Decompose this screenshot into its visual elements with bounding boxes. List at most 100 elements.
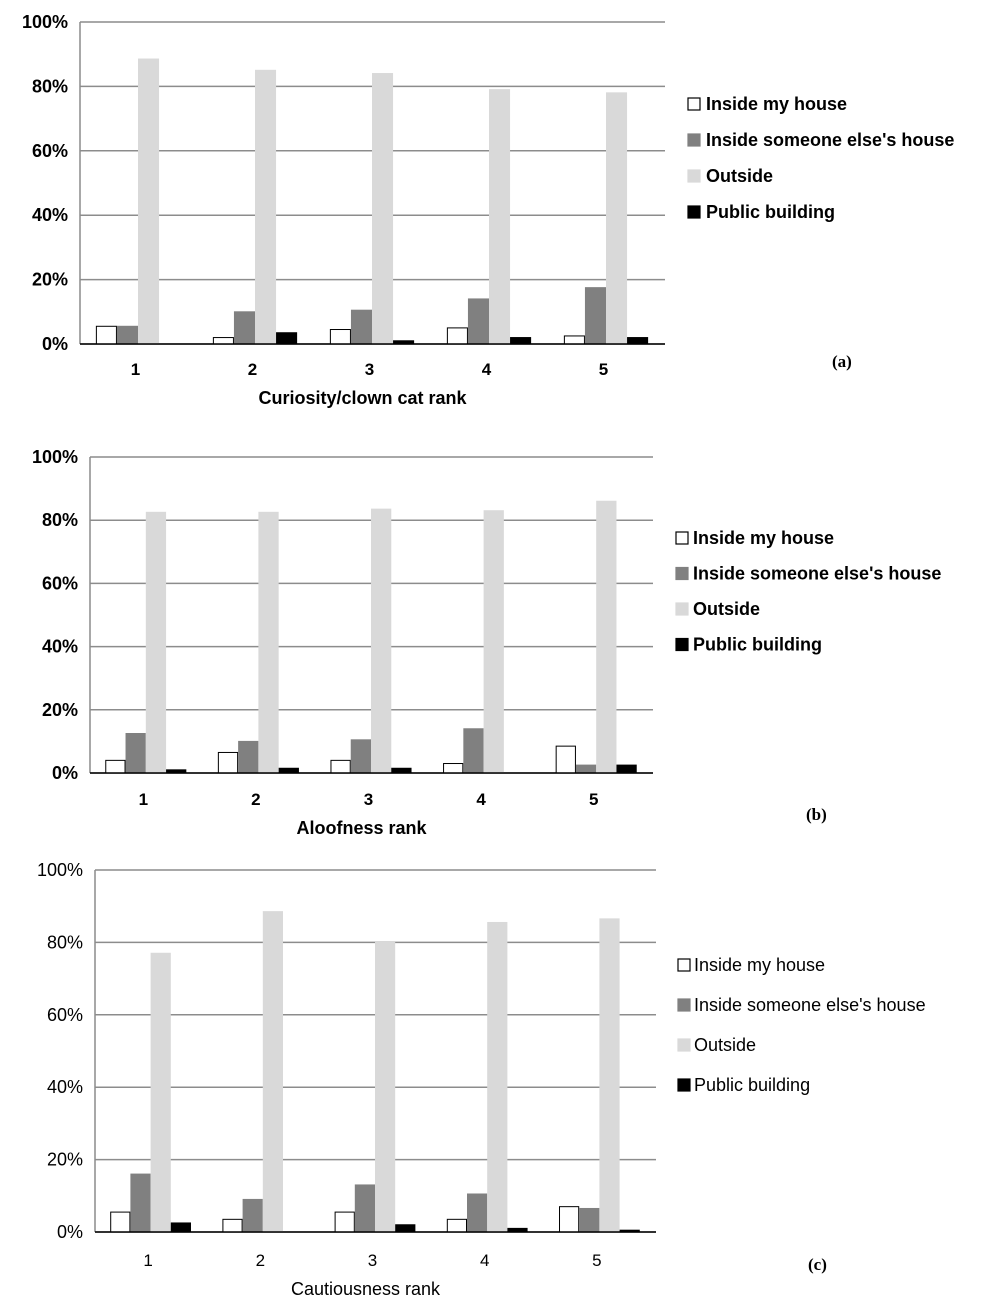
bar-inside-someone-else-s-house-rank-1 [130, 1173, 151, 1233]
y-tick-label: 60% [32, 141, 68, 161]
x-tick-label: 5 [589, 790, 598, 809]
bar-inside-someone-else-s-house-rank-3 [350, 309, 373, 345]
legend-label: Outside [706, 166, 773, 186]
x-tick-label: 3 [365, 360, 374, 379]
x-tick-label: 1 [139, 790, 148, 809]
x-axis-title: Aloofness rank [296, 818, 427, 838]
bar-outside-rank-5 [596, 500, 617, 774]
bar-inside-my-house-rank-3 [334, 1211, 355, 1233]
legend-label: Inside my house [693, 528, 834, 548]
bar-outside-rank-4 [489, 89, 511, 345]
x-tick-label: 5 [592, 1251, 601, 1270]
y-tick-label: 20% [47, 1150, 83, 1170]
x-tick-label: 4 [476, 790, 486, 809]
bar-outside-rank-1 [138, 58, 160, 345]
x-tick-label: 5 [599, 360, 608, 379]
bar-inside-someone-else-s-house-rank-5 [584, 287, 607, 345]
y-tick-label: 60% [47, 1005, 83, 1025]
bar-public-building-rank-4 [510, 337, 532, 345]
legend-label: Inside someone else's house [693, 564, 941, 584]
bar-inside-someone-else-s-house-rank-5 [579, 1207, 600, 1233]
x-tick-label: 2 [256, 1251, 265, 1270]
x-tick-label: 1 [131, 360, 140, 379]
x-tick-label: 4 [482, 360, 492, 379]
chart-panel-a: 0% 20% 40% 60% 80% 100% 1 2 3 4 5 Curiosity/clown c… [22, 12, 954, 408]
bar-inside-someone-else-s-house-rank-2 [242, 1198, 263, 1233]
y-tick-label: 0% [57, 1222, 83, 1242]
bar-inside-my-house-rank-1 [110, 1211, 131, 1233]
y-tick-label: 40% [47, 1077, 83, 1097]
chart-panel-c: 0% 20% 40% 60% 80% 100% 1 2 3 4 5 Cautiousness rank… [37, 860, 926, 1299]
bar-inside-my-house-rank-1 [95, 325, 117, 345]
bar-inside-my-house-rank-4 [446, 327, 468, 345]
bar-inside-someone-else-s-house-rank-5 [575, 764, 597, 774]
bar-outside-rank-5 [606, 92, 628, 345]
bar-outside-rank-3 [375, 941, 396, 1233]
legend-swatch [677, 998, 691, 1012]
bar-inside-my-house-rank-4 [446, 1218, 468, 1233]
y-tick-label: 80% [32, 76, 68, 96]
x-axis-title: Curiosity/clown cat rank [258, 388, 467, 408]
legend-label: Public building [694, 1075, 810, 1095]
legend-swatch [677, 1078, 691, 1092]
y-tick-label: 0% [42, 334, 68, 354]
legend-label: Inside my house [694, 955, 825, 975]
y-tick-label: 100% [22, 12, 68, 32]
bar-inside-someone-else-s-house-rank-1 [125, 733, 146, 774]
bar-inside-my-house-rank-2 [222, 1218, 243, 1233]
bar-outside-rank-3 [372, 73, 394, 345]
x-tick-label: 4 [480, 1251, 489, 1270]
legend-swatch [687, 205, 701, 219]
legend-swatch [675, 531, 689, 545]
y-tick-label: 100% [37, 860, 83, 880]
bar-inside-my-house-rank-5 [563, 335, 585, 345]
bar-outside-rank-3 [371, 508, 392, 774]
bar-inside-someone-else-s-house-rank-1 [116, 325, 139, 345]
legend-label: Outside [693, 599, 760, 619]
y-tick-label: 80% [42, 510, 78, 530]
bar-inside-my-house-rank-5 [555, 745, 576, 774]
bar-outside-rank-2 [255, 69, 277, 345]
panel-label: (b) [806, 805, 827, 824]
bar-inside-my-house-rank-1 [105, 759, 126, 774]
bar-public-building-rank-5 [616, 764, 637, 774]
legend-swatch [687, 169, 701, 183]
panel-label: (a) [832, 352, 852, 371]
y-tick-label: 20% [42, 700, 78, 720]
x-tick-label: 3 [368, 1251, 377, 1270]
y-tick-label: 80% [47, 932, 83, 952]
bar-inside-my-house-rank-5 [559, 1206, 580, 1233]
legend-label: Inside someone else's house [694, 995, 926, 1015]
bar-public-building-rank-5 [627, 337, 649, 345]
x-tick-label: 2 [251, 790, 260, 809]
y-tick-label: 20% [32, 270, 68, 290]
bar-public-building-rank-2 [276, 332, 298, 345]
y-tick-label: 100% [32, 447, 78, 467]
legend-swatch [687, 97, 701, 111]
legend-label: Public building [693, 635, 822, 655]
legend-label: Public building [706, 202, 835, 222]
legend-swatch [677, 1038, 691, 1052]
x-tick-label: 2 [248, 360, 257, 379]
bar-outside-rank-2 [262, 911, 283, 1233]
bar-inside-my-house-rank-3 [330, 759, 351, 774]
x-axis-title: Cautiousness rank [291, 1279, 441, 1299]
bar-inside-someone-else-s-house-rank-4 [467, 298, 490, 345]
bar-inside-someone-else-s-house-rank-4 [467, 1193, 488, 1233]
legend-label: Inside someone else's house [706, 130, 954, 150]
bar-outside-rank-2 [258, 511, 279, 774]
chart-panel-b: 0% 20% 40% 60% 80% 100% 1 2 3 4 5 Aloofness rank Ins… [32, 447, 941, 838]
x-tick-label: 1 [143, 1251, 152, 1270]
bar-inside-my-house-rank-2 [212, 337, 234, 345]
bar-inside-my-house-rank-3 [329, 329, 351, 345]
legend-swatch [675, 602, 689, 616]
legend-swatch [675, 566, 689, 581]
x-tick-label: 3 [364, 790, 373, 809]
bar-outside-rank-1 [150, 952, 171, 1233]
bar-outside-rank-5 [599, 918, 620, 1233]
y-tick-label: 60% [42, 573, 78, 593]
bar-public-building-rank-1 [170, 1222, 191, 1233]
bar-inside-someone-else-s-house-rank-2 [233, 311, 256, 345]
legend-swatch [677, 958, 691, 972]
legend-swatch [687, 133, 701, 147]
